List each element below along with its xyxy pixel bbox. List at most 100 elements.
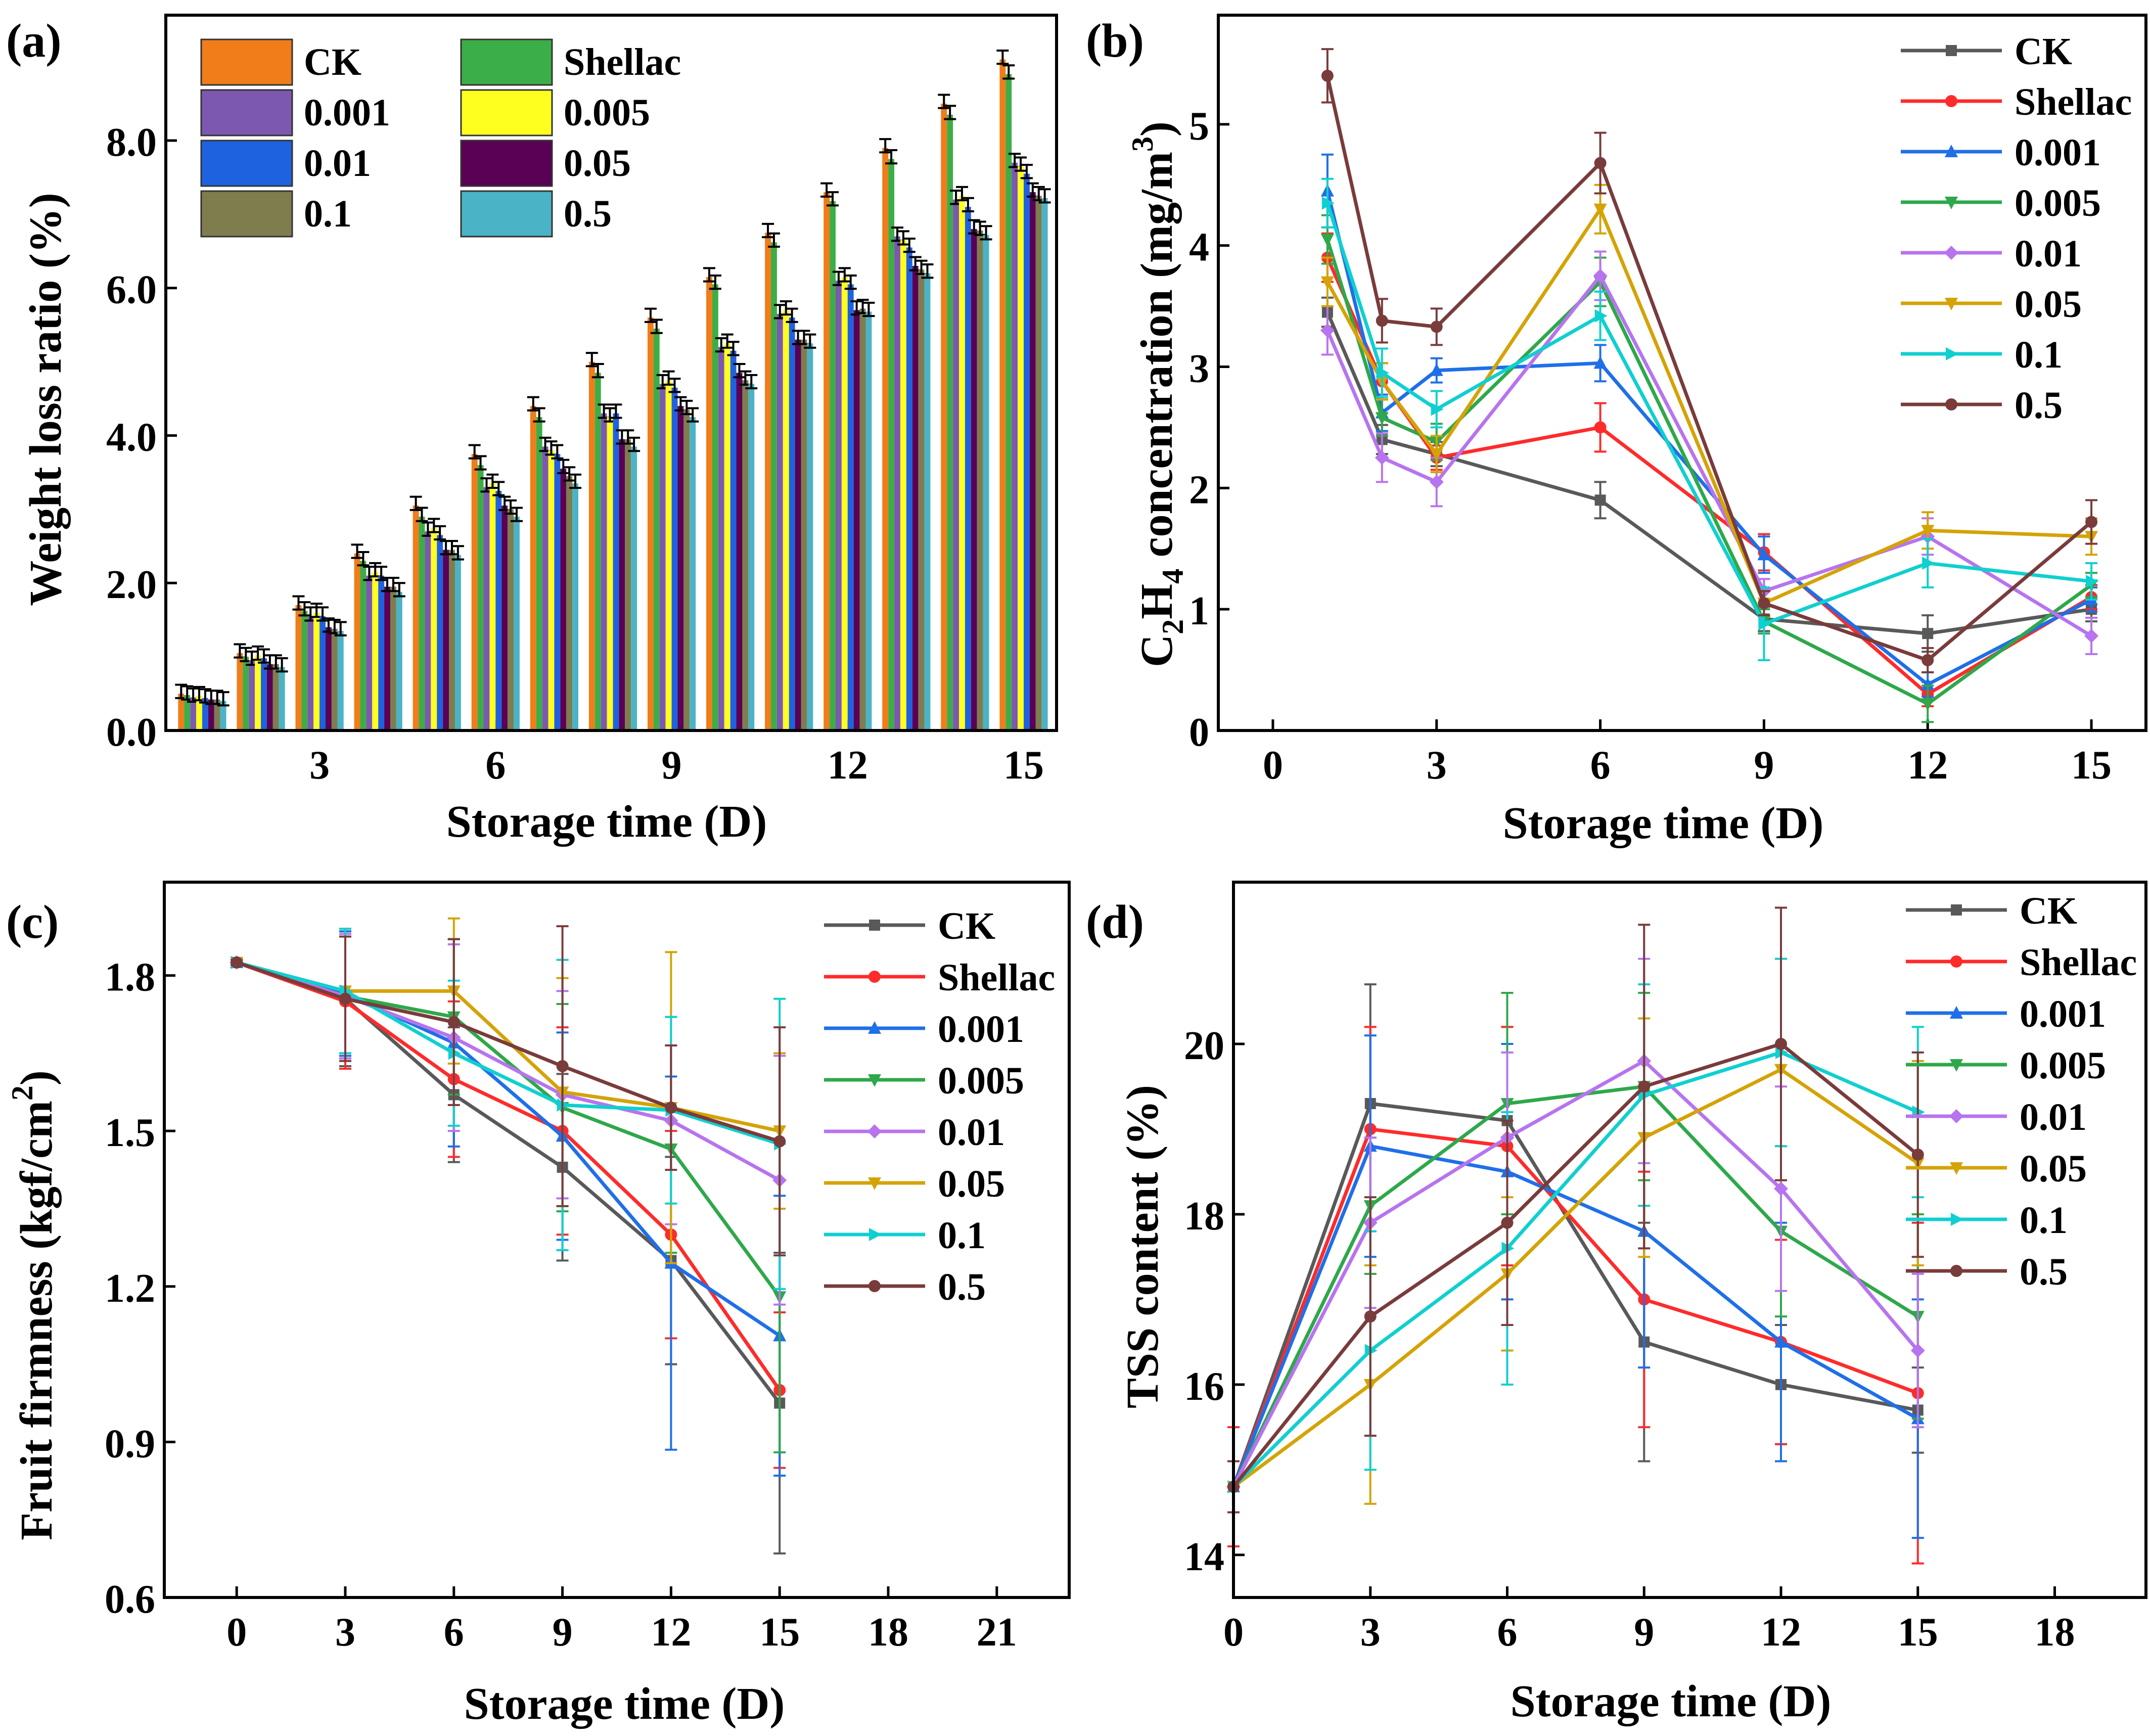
panel-d-legend-item-shellac: Shellac — [1906, 941, 2137, 984]
panel-c-legend-label: 0.01 — [938, 1111, 1005, 1154]
panel-a-xtick-label: 12 — [828, 743, 868, 788]
panel-a-bars — [175, 50, 1051, 731]
panel-c-series-0-01-line — [236, 961, 781, 1182]
panel-a-bar-series-0-1-bar — [742, 380, 749, 730]
panel-d-legend: CK Shellac 0.001 0.005 0.01 0.05 0.1 0.5 — [1906, 890, 2137, 1293]
panel-b-series-0-05-point — [1921, 525, 1935, 538]
panel-d-legend-swatch-point — [1950, 1265, 1962, 1277]
panel-b-series-0-01-point — [1375, 450, 1389, 465]
panel-c-plot-area: 0.6 0.9 1.2 1.5 1.8 0 3 6 9 12 15 18 21 CK Shellac 0.00… — [105, 881, 1071, 1655]
panel-c-legend-label: 0.005 — [938, 1060, 1024, 1102]
panel-c-legend-swatch-point — [869, 920, 880, 931]
panel-a-legend-item-shellac: Shellac — [460, 38, 681, 86]
panel-d-legend-label: 0.001 — [2020, 993, 2106, 1035]
panel-d-xtick-label: 9 — [1634, 1610, 1654, 1655]
panel-b-series-0-001-point — [1593, 356, 1607, 369]
panel-b-legend-item-shellac: Shellac — [1901, 81, 2132, 123]
panel-a-bar-series-0-005-bar — [313, 612, 320, 730]
panel-d-y-axis-title: TSS content (%) — [1118, 1085, 1168, 1408]
panel-a-bar-series-0-01-bar — [906, 247, 912, 730]
panel-d-x-axis-title: Storage time (D) — [1511, 1676, 1832, 1726]
panel-c-xtick-label: 0 — [226, 1610, 247, 1655]
panel-b-series-0-01-point — [1320, 323, 1335, 338]
panel-c-legend-item-ck: CK — [824, 905, 995, 947]
panel-a-bar-series-0-01-bar — [202, 698, 208, 730]
panel-a-bar-series-0-05-bar — [912, 265, 919, 730]
panel-b-series-ck-point — [1594, 494, 1606, 506]
panel-a-bar-series-0-5 — [217, 188, 1051, 731]
panel-b-series-0-1-point — [2086, 575, 2099, 588]
panel-a-bar-series-0-005-bar — [255, 655, 261, 730]
panel-a-legend-label: Shellac — [564, 41, 681, 83]
panel-c-y-axis-title: Fruit firmness (kgf/cm2) — [6, 1070, 62, 1540]
panel-a-bar-series-0-5-bar — [279, 667, 285, 730]
panel-b-legend-item-0-005: 0.005 — [1901, 182, 2101, 224]
panel-d-legend-swatch-point — [1950, 1059, 1963, 1072]
panel-a-legend-swatch — [200, 140, 293, 187]
panel-c-x-axis-title: Storage time (D) — [464, 1679, 785, 1729]
panel-a-bar-series-0-05-bar — [326, 627, 332, 730]
panel-b-series-0-05-point — [1593, 203, 1607, 216]
panel-c-series-0-5-point — [556, 1060, 569, 1073]
panel-a-legend-swatch — [460, 38, 553, 86]
panel-d-ytick-label: 18 — [1184, 1194, 1224, 1239]
panel-d-series-0-01-point — [1910, 1343, 1925, 1358]
panel-a-bar-series-0-05-bar — [266, 664, 273, 730]
panel-c-series-0-5-point — [665, 1102, 677, 1114]
panel-a-legend-label: 0.5 — [564, 193, 612, 235]
panel-b-ytick-label: 4 — [1189, 225, 1209, 270]
panel-b-y-axis-title-text: C2H4 concentration (mg/m3) — [1126, 121, 1190, 667]
panel-c-firmness-chart: (c) Storage time (D) Fruit firmness (kgf… — [6, 881, 1071, 1729]
panel-b-ytick-label: 0 — [1189, 710, 1209, 755]
panel-a-bar-series-shellac-bar — [243, 657, 249, 730]
panel-b-legend-swatch-point — [1946, 347, 1958, 360]
panel-a-bar-series-0-5-bar — [631, 446, 637, 730]
panel-a-bar-series-ck-bar — [647, 317, 654, 730]
panel-b-legend-label: 0.05 — [2015, 283, 2082, 326]
panel-d-series-0-5-point — [1911, 1149, 1924, 1161]
panel-a-ytick-label: 4.0 — [106, 415, 157, 460]
panel-a-bar-series-ck-bar — [471, 453, 478, 730]
panel-a-legend-label: 0.005 — [564, 92, 650, 134]
panel-b-series-0-5-point — [1321, 69, 1334, 82]
panel-a-bar-series-0-05-bar — [384, 586, 390, 730]
panel-a-bar-series-0-05 — [205, 182, 1039, 731]
panel-d-legend-label: 0.05 — [2020, 1148, 2087, 1190]
panel-a-bar-series-0-001-bar — [601, 413, 607, 730]
panel-a-bar-series-0-01-bar — [554, 453, 561, 730]
panel-a-bar-series-ck-bar — [237, 653, 243, 730]
panel-d-legend-label: 0.1 — [2020, 1199, 2068, 1242]
panel-a-bar-series-0-1-bar — [1035, 196, 1042, 730]
panel-a-bar-series-0-01-bar — [965, 207, 971, 731]
panel-a-bar-series-0-01-bar — [1023, 173, 1030, 730]
panel-a-bar-series-0-01-bar — [495, 490, 502, 730]
panel-b-legend-label: 0.01 — [2015, 233, 2082, 275]
panel-d-legend-item-0-005: 0.005 — [1906, 1044, 2106, 1087]
panel-a-bar-series-0-05-bar — [1029, 192, 1036, 731]
panel-a-legend-swatch — [460, 89, 553, 136]
panel-a-bar-series-0-005-bar — [959, 196, 965, 730]
panel-a-ytick-label: 8.0 — [106, 120, 157, 165]
panel-b-xtick-label: 12 — [1907, 743, 1948, 788]
panel-a-xtick-label: 6 — [485, 743, 506, 788]
panel-b-legend-swatch-point — [1945, 298, 1958, 310]
panel-b-series-0-001-point — [1757, 547, 1771, 561]
panel-a-bar-series-0-5-bar — [572, 483, 578, 730]
panel-a-legend-item-0-005: 0.005 — [460, 89, 650, 136]
panel-b-legend-label: 0.1 — [2015, 334, 2063, 376]
panel-c-legend-swatch-point — [868, 1280, 881, 1292]
panel-a-bar-series-0-005-bar — [196, 696, 202, 730]
panel-a-legend-swatch — [460, 190, 553, 238]
panel-b-series-0-005-point — [1375, 412, 1389, 425]
panel-b-legend-swatch-point — [1944, 246, 1958, 260]
panel-c-legend-swatch-point — [868, 1177, 881, 1190]
panel-a-bar-series-ck-bar — [178, 694, 185, 730]
panel-a-bar-series-0-001-bar — [1012, 162, 1018, 730]
panel-d-legend-item-ck: CK — [1906, 890, 2077, 932]
panel-a-bar-series-shellac-bar — [1005, 74, 1012, 730]
panel-a-bar-series-0-05-bar — [208, 699, 214, 730]
panel-a-bar-series-0-05-bar — [560, 469, 567, 730]
panel-a-ytick-label: 2.0 — [106, 563, 157, 607]
panel-b-ethylene-chart: (b) Storage time (D) C2H4 concentration … — [1086, 14, 2147, 848]
